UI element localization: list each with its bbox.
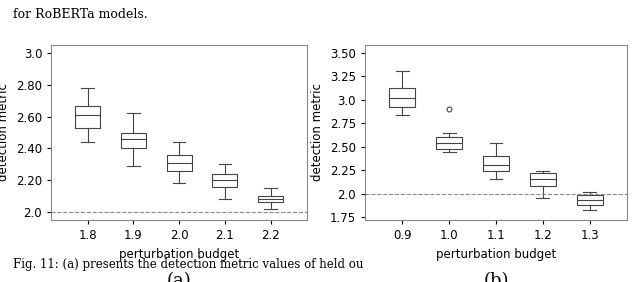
Y-axis label: detection metric: detection metric (0, 83, 10, 182)
PathPatch shape (258, 196, 284, 202)
PathPatch shape (121, 133, 146, 148)
Text: for RoBERTa models.: for RoBERTa models. (13, 8, 147, 21)
PathPatch shape (577, 195, 603, 205)
X-axis label: perturbation budget: perturbation budget (119, 248, 239, 261)
PathPatch shape (212, 174, 237, 187)
PathPatch shape (436, 137, 462, 149)
PathPatch shape (483, 156, 509, 171)
PathPatch shape (166, 155, 192, 171)
Text: (a): (a) (167, 272, 191, 282)
Text: (b): (b) (483, 272, 509, 282)
PathPatch shape (389, 88, 415, 107)
PathPatch shape (75, 105, 100, 128)
Text: Fig. 11: (a) presents the detection metric values of held ou: Fig. 11: (a) presents the detection metr… (13, 258, 363, 271)
X-axis label: perturbation budget: perturbation budget (436, 248, 556, 261)
PathPatch shape (530, 173, 556, 186)
Y-axis label: detection metric: detection metric (311, 83, 324, 182)
